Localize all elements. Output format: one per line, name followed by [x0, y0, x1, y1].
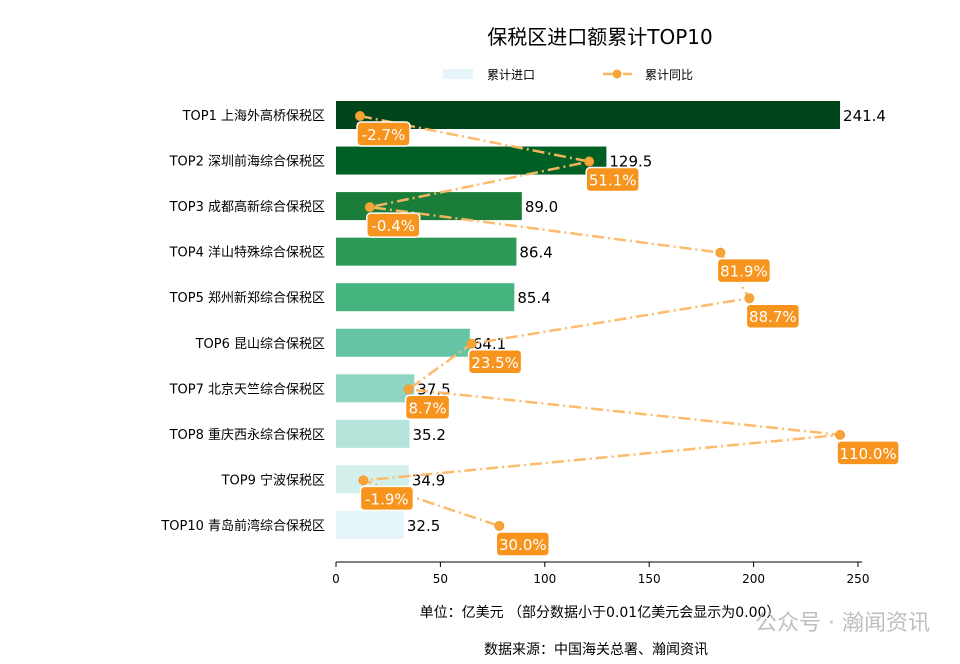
yoy-point — [403, 384, 414, 395]
yoy-label-box — [585, 166, 640, 193]
bar — [336, 237, 517, 266]
value-label: 64.1 — [473, 335, 506, 353]
yoy-label-box — [366, 212, 421, 238]
yoy-label: 88.7% — [749, 308, 797, 326]
bar — [336, 328, 470, 357]
yoy-label-box — [359, 485, 415, 512]
category-label: TOP6 昆山综合保税区 — [195, 337, 325, 352]
yoy-label: 30.0% — [499, 536, 547, 554]
category-label: TOP1 上海外高桥保税区 — [182, 108, 325, 124]
yoy-label-box — [716, 257, 772, 284]
yoy-label-box — [467, 349, 523, 375]
yoy-label-box — [745, 303, 801, 329]
yoy-point — [494, 520, 505, 531]
value-label: 34.9 — [412, 471, 445, 489]
bar — [336, 101, 841, 129]
category-label: TOP3 成都高新综合保税区 — [169, 199, 325, 215]
yoy-label: -0.4% — [372, 217, 416, 235]
yoy-label: 8.7% — [409, 399, 447, 417]
source-note: 数据来源：中国海关总署、瀚闻资讯 — [484, 642, 708, 658]
bar — [336, 510, 404, 539]
bar — [336, 283, 515, 312]
bar — [336, 374, 415, 403]
value-label: 32.5 — [407, 517, 440, 535]
yoy-point — [584, 156, 595, 167]
yoy-point — [715, 247, 726, 258]
x-tick-label: 150 — [638, 572, 661, 586]
category-label: TOP10 青岛前湾综合保税区 — [160, 518, 325, 534]
x-tick-label: 0 — [332, 572, 340, 586]
legend-label-line: 累计同比 — [645, 68, 693, 82]
watermark: 公众号 · 瀚闻资讯 — [755, 611, 930, 636]
yoy-label-box — [404, 394, 451, 421]
legend: 累计进口 累计同比 — [443, 68, 693, 82]
x-tick-label: 50 — [433, 572, 448, 586]
value-label: 85.4 — [517, 289, 550, 307]
legend-label-bar: 累计进口 — [487, 68, 535, 82]
category-label: TOP7 北京天竺综合保税区 — [169, 382, 325, 397]
yoy-label: -1.9% — [365, 490, 409, 508]
yoy-label-box — [495, 531, 551, 557]
yoy-label: -2.7% — [362, 126, 406, 144]
yoy-point — [364, 202, 375, 213]
yoy-label-box — [836, 440, 900, 466]
yoy-label: 81.9% — [720, 263, 768, 281]
x-tick-label: 200 — [742, 572, 765, 586]
x-tick-label: 100 — [533, 572, 556, 586]
yoy-line — [359, 114, 841, 528]
yoy-point — [744, 293, 755, 304]
category-label: TOP9 宁波保税区 — [221, 472, 325, 488]
legend-line-marker — [612, 69, 622, 79]
value-label: 86.4 — [519, 244, 552, 262]
yoy-label: 23.5% — [471, 354, 519, 372]
yoy-point — [835, 429, 846, 440]
yoy-point — [358, 475, 369, 486]
legend-bar-swatch — [443, 69, 473, 79]
yoy-label-box — [356, 121, 411, 147]
value-label: 35.2 — [412, 426, 445, 444]
bar — [336, 146, 607, 175]
category-label: TOP4 洋山特殊综合保税区 — [169, 246, 325, 261]
value-label: 129.5 — [609, 153, 652, 171]
x-tick-label: 250 — [847, 572, 870, 586]
x-axis-label: 单位：亿美元 （部分数据小于0.01亿美元会显示为0.00） — [420, 605, 781, 621]
category-label: TOP2 深圳前海综合保税区 — [169, 154, 325, 170]
category-label: TOP5 郑州新郑综合保税区 — [169, 290, 325, 306]
bar — [336, 419, 410, 448]
yoy-point — [354, 111, 365, 121]
category-label: TOP8 重庆西永综合保税区 — [169, 427, 325, 443]
yoy-label: 110.0% — [839, 445, 896, 463]
yoy-point — [466, 338, 477, 349]
yoy-label: 51.1% — [589, 172, 637, 190]
value-label: 241.4 — [843, 107, 886, 125]
value-label: 89.0 — [525, 198, 558, 216]
chart-title: 保税区进口额累计TOP10 — [487, 25, 712, 49]
